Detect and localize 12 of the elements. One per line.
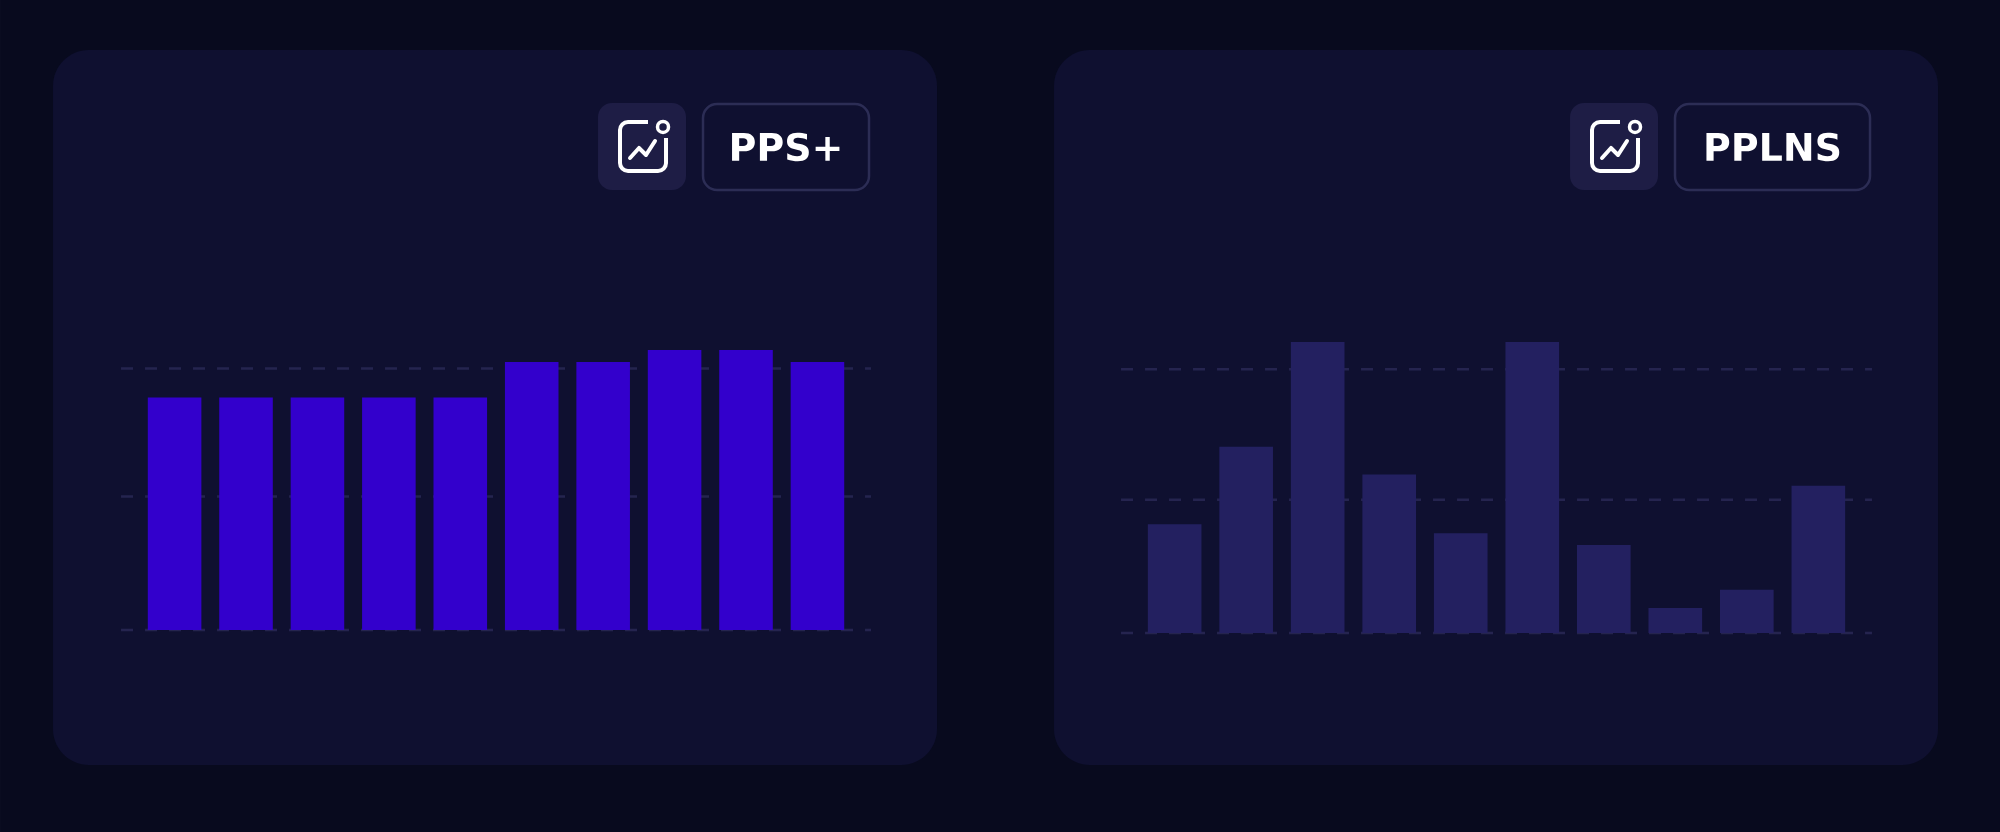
bar bbox=[1791, 485, 1846, 633]
bar bbox=[1576, 545, 1631, 633]
bar bbox=[1433, 533, 1488, 633]
bar bbox=[1290, 341, 1345, 633]
bar bbox=[1219, 446, 1273, 633]
bar bbox=[1362, 474, 1417, 633]
bar bbox=[1505, 341, 1560, 633]
bar bbox=[1720, 589, 1774, 633]
chart-title: PPLNS bbox=[1706, 132, 1840, 162]
bar bbox=[1648, 607, 1703, 633]
bar bbox=[1147, 524, 1202, 633]
chart-title: PPS+ bbox=[732, 132, 840, 162]
